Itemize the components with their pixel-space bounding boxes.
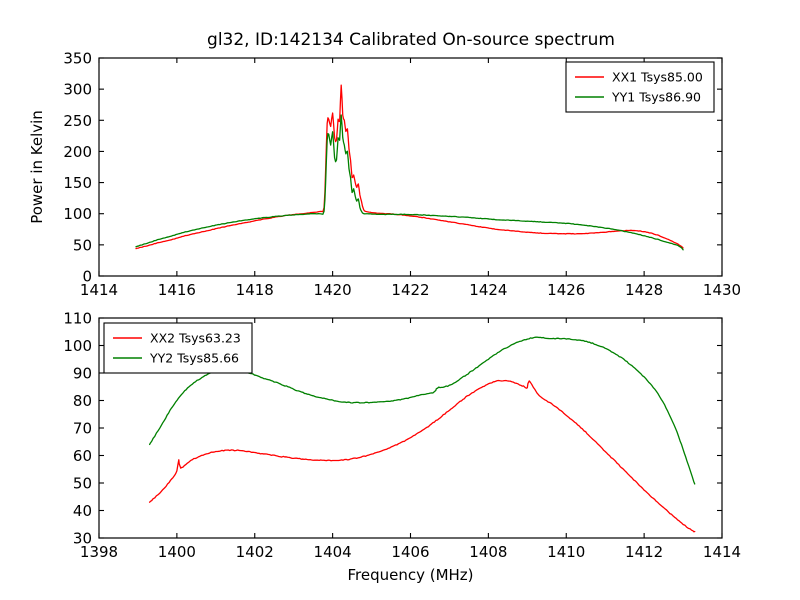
data-series-line [148, 379, 696, 533]
y-tick-label: 300 [63, 81, 92, 99]
x-tick-label: 1398 [80, 543, 118, 561]
top-panel-ticks [98, 57, 723, 277]
y-tick-label: 110 [63, 310, 92, 328]
top-panel-legend[interactable]: XX1 Tsys85.00 YY1 Tsys86.90 [565, 61, 715, 113]
x-tick-label: 1420 [314, 281, 352, 299]
legend-label: XX2 Tsys63.23 [150, 331, 241, 346]
figure-title: gl32, ID:142134 Calibrated On-source spe… [207, 30, 615, 50]
bottom-panel-axes: 1398 1400 1402 1404 1406 1408 1410 1412 1414 30 40… [63, 310, 741, 585]
y-tick-label: 200 [63, 143, 92, 161]
bottom-panel-tick-labels: 1398 1400 1402 1404 1406 1408 1410 1412 1414 30 40… [63, 310, 741, 562]
y-tick-label: 60 [73, 447, 92, 465]
legend-label: YY1 Tsys86.90 [611, 90, 701, 105]
y-tick-label: 150 [63, 174, 92, 192]
y-tick-label: 30 [73, 530, 92, 548]
x-tick-label: 1416 [158, 281, 196, 299]
x-tick-label: 1408 [469, 543, 507, 561]
top-panel-data-lines [135, 84, 684, 251]
x-tick-label: 1404 [314, 543, 352, 561]
legend-label: XX1 Tsys85.00 [612, 70, 703, 85]
x-tick-label: 1410 [547, 543, 585, 561]
x-tick-label: 1424 [469, 281, 507, 299]
y-tick-label: 40 [73, 502, 92, 520]
x-tick-label: 1428 [625, 281, 663, 299]
bottom-panel-xlabel: Frequency (MHz) [347, 566, 473, 584]
x-tick-label: 1422 [391, 281, 429, 299]
y-tick-label: 350 [63, 50, 92, 68]
legend-label: YY2 Tsys85.66 [149, 351, 239, 366]
data-series-line [135, 114, 684, 251]
x-tick-label: 1426 [547, 281, 585, 299]
y-tick-label: 250 [63, 112, 92, 130]
y-tick-label: 100 [63, 337, 92, 355]
y-tick-label: 50 [73, 475, 92, 493]
top-panel-ylabel: Power in Kelvin [28, 110, 46, 224]
y-tick-label: 0 [82, 268, 92, 286]
y-tick-label: 90 [73, 365, 92, 383]
x-tick-label: 1412 [625, 543, 663, 561]
x-tick-label: 1414 [80, 281, 118, 299]
x-tick-label: 1406 [391, 543, 429, 561]
top-panel-axes: 1414 1416 1418 1420 1422 1424 1426 1428 1430 0 50 1… [28, 50, 741, 300]
bottom-panel-legend[interactable]: XX2 Tsys63.23 YY2 Tsys85.66 [103, 322, 253, 374]
y-tick-label: 80 [73, 392, 92, 410]
bottom-panel-ticks [98, 317, 723, 539]
x-tick-label: 1414 [703, 543, 741, 561]
top-panel-tick-labels: 1414 1416 1418 1420 1422 1424 1426 1428 1430 0 50 1… [63, 50, 741, 300]
x-tick-label: 1400 [158, 543, 196, 561]
y-tick-label: 50 [73, 236, 92, 254]
x-tick-label: 1418 [236, 281, 274, 299]
x-tick-label: 1430 [703, 281, 741, 299]
y-tick-label: 70 [73, 420, 92, 438]
y-tick-label: 100 [63, 205, 92, 223]
x-tick-label: 1402 [236, 543, 274, 561]
